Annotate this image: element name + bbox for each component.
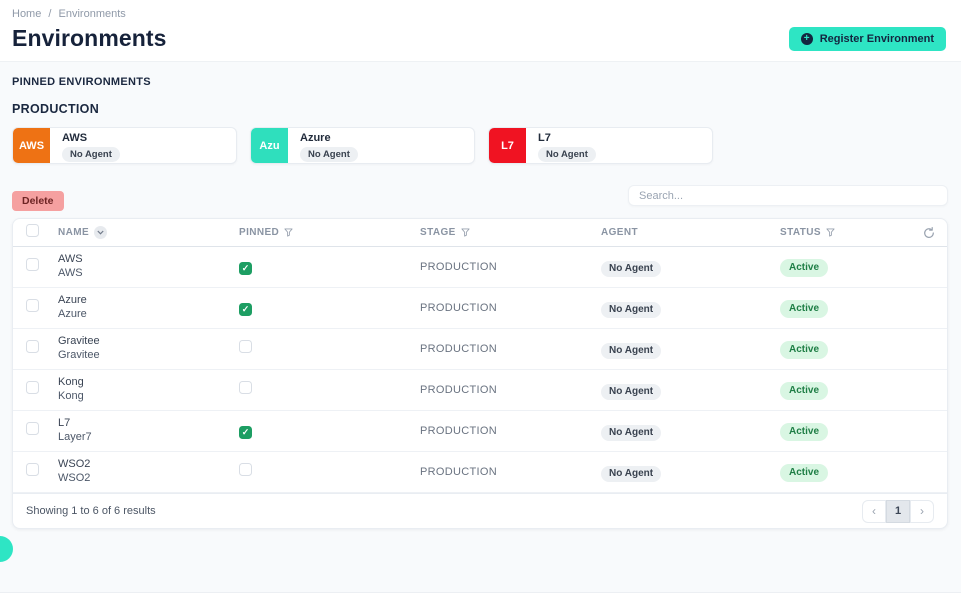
table-row[interactable]: WSO2 WSO2 PRODUCTION No Agent Active [13, 452, 947, 493]
pinned-checkbox[interactable] [239, 381, 252, 394]
agent-badge: No Agent [601, 342, 662, 359]
register-environment-label: Register Environment [819, 32, 934, 45]
pinned-checkbox[interactable] [239, 303, 252, 316]
environment-row-name: Gravitee [58, 335, 100, 348]
row-select-checkbox[interactable] [26, 422, 39, 435]
table-row[interactable]: Azure Azure PRODUCTION No Agent Active [13, 288, 947, 329]
breadcrumb-home-link[interactable]: Home [12, 8, 42, 20]
agent-badge: No Agent [538, 147, 596, 163]
environment-name: Azure [300, 132, 331, 144]
environment-row-name: L7 [58, 417, 71, 430]
environment-avatar: AWS [13, 128, 50, 163]
delete-button[interactable]: Delete [12, 191, 64, 211]
environment-name: L7 [538, 132, 551, 144]
column-header-name[interactable]: NAME [58, 226, 239, 239]
column-header-agent[interactable]: AGENT [601, 227, 638, 238]
table-footer: Showing 1 to 6 of 6 results ‹ 1 › [13, 493, 947, 528]
pagination-next-button[interactable]: › [910, 499, 934, 523]
pinned-checkbox[interactable] [239, 340, 252, 353]
pinned-checkbox[interactable] [239, 426, 252, 439]
select-all-checkbox[interactable] [26, 223, 39, 237]
environment-row-name: AWS [58, 253, 83, 266]
agent-badge: No Agent [601, 383, 662, 400]
agent-badge: No Agent [62, 147, 120, 163]
environment-row-description: Gravitee [58, 349, 100, 361]
floating-widget-button[interactable] [0, 536, 13, 562]
table-row[interactable]: L7 Layer7 PRODUCTION No Agent Active [13, 411, 947, 452]
filter-icon[interactable] [284, 228, 293, 237]
pagination: ‹ 1 › [862, 499, 934, 523]
environment-row-description: AWS [58, 267, 83, 279]
table-header-row: NAME PINNED STAGE AGENT STATUS [13, 219, 947, 247]
table-toolbar: Delete [12, 185, 948, 211]
stage-value: PRODUCTION [420, 384, 497, 396]
environment-row-description: Kong [58, 390, 84, 402]
page-header: Home / Environments Environments + Regis… [0, 0, 961, 62]
table-body: AWS AWS PRODUCTION No Agent Active [13, 247, 947, 493]
pagination-prev-button[interactable]: ‹ [862, 499, 886, 523]
row-select-checkbox[interactable] [26, 299, 39, 312]
breadcrumb: Home / Environments [12, 8, 946, 20]
status-badge: Active [780, 464, 829, 482]
breadcrumb-separator: / [48, 8, 52, 20]
environment-row-name: Azure [58, 294, 87, 307]
table-row[interactable]: AWS AWS PRODUCTION No Agent Active [13, 247, 947, 288]
environment-row-name: WSO2 [58, 458, 91, 471]
stage-value: PRODUCTION [420, 466, 497, 478]
pagination-page-1-button[interactable]: 1 [886, 499, 910, 523]
status-badge: Active [780, 341, 829, 359]
stage-value: PRODUCTION [420, 343, 497, 355]
pinned-environment-card[interactable]: Azu Azure No Agent [250, 127, 475, 164]
agent-badge: No Agent [601, 465, 662, 482]
status-badge: Active [780, 382, 829, 400]
environment-name: AWS [62, 132, 88, 144]
environment-avatar: L7 [489, 128, 526, 163]
agent-badge: No Agent [601, 301, 662, 318]
row-select-checkbox[interactable] [26, 463, 39, 476]
status-badge: Active [780, 423, 829, 441]
bottom-strip [0, 592, 961, 604]
agent-badge: No Agent [300, 147, 358, 163]
environment-row-name: Kong [58, 376, 84, 389]
environment-row-description: Azure [58, 308, 87, 320]
environment-row-description: WSO2 [58, 472, 91, 484]
environment-row-description: Layer7 [58, 431, 92, 443]
filter-icon[interactable] [826, 228, 835, 237]
column-header-stage[interactable]: STAGE [420, 227, 601, 238]
stage-value: PRODUCTION [420, 261, 497, 273]
table-row[interactable]: Kong Kong PRODUCTION No Agent Active [13, 370, 947, 411]
search-input[interactable] [628, 185, 948, 206]
environments-table: NAME PINNED STAGE AGENT STATUS [12, 218, 948, 529]
pinned-checkbox[interactable] [239, 262, 252, 275]
stage-value: PRODUCTION [420, 302, 497, 314]
name-sort-icon[interactable] [94, 226, 108, 239]
agent-badge: No Agent [601, 260, 662, 277]
pinned-environment-cards: AWS AWS No Agent Azu Azure No Agent L7 L… [12, 127, 948, 164]
pinned-environments-heading: PINNED ENVIRONMENTS [12, 76, 151, 88]
filter-icon[interactable] [461, 228, 470, 237]
page-title: Environments [12, 25, 167, 51]
row-select-checkbox[interactable] [26, 340, 39, 353]
column-header-status[interactable]: STATUS [780, 227, 911, 238]
pinned-environment-card[interactable]: AWS AWS No Agent [12, 127, 237, 164]
pinned-environment-card[interactable]: L7 L7 No Agent [488, 127, 713, 164]
results-summary: Showing 1 to 6 of 6 results [26, 505, 156, 517]
plus-circle-icon: + [800, 32, 813, 45]
status-badge: Active [780, 300, 829, 318]
row-select-checkbox[interactable] [26, 381, 39, 394]
pinned-checkbox[interactable] [239, 463, 252, 476]
status-badge: Active [780, 259, 829, 277]
stage-value: PRODUCTION [420, 425, 497, 437]
environment-avatar: Azu [251, 128, 288, 163]
breadcrumb-current[interactable]: Environments [58, 8, 126, 20]
column-header-pinned[interactable]: PINNED [239, 227, 420, 238]
production-group-heading: PRODUCTION [12, 102, 100, 116]
register-environment-button[interactable]: + Register Environment [788, 26, 946, 51]
row-select-checkbox[interactable] [26, 258, 39, 271]
agent-badge: No Agent [601, 424, 662, 441]
main-content: PINNED ENVIRONMENTS PRODUCTION AWS AWS N… [0, 76, 961, 529]
refresh-icon[interactable] [923, 226, 935, 239]
table-row[interactable]: Gravitee Gravitee PRODUCTION No Agent Ac… [13, 329, 947, 370]
